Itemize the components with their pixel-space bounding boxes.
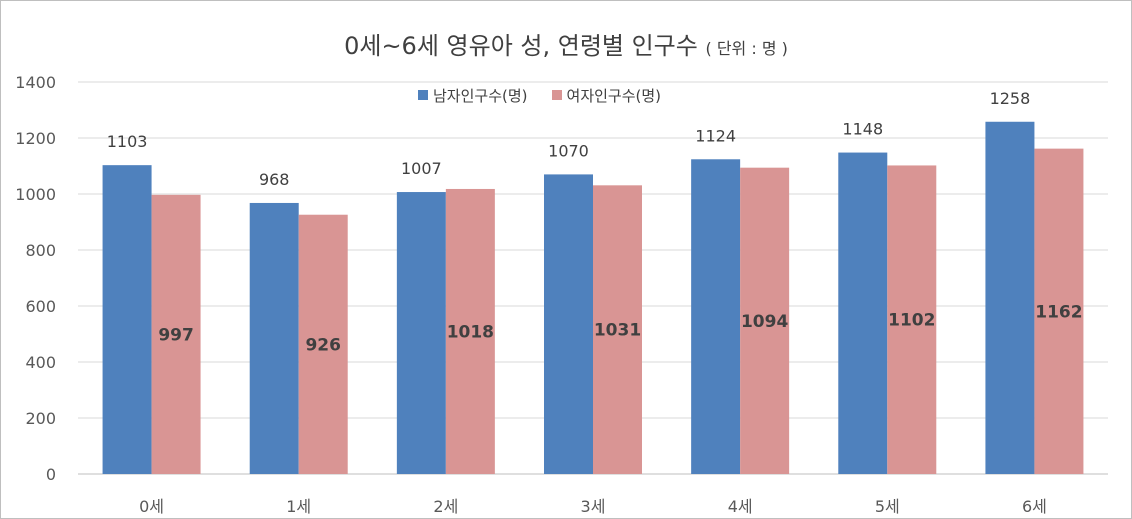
y-tick-label: 600 bbox=[25, 297, 56, 316]
bar-male-4 bbox=[691, 159, 741, 474]
bar-male-2 bbox=[396, 192, 446, 475]
data-label-female: 1031 bbox=[594, 321, 641, 341]
chart-legend: 남자인구수(명) 여자인구수(명) bbox=[418, 84, 685, 106]
data-label-female: 1102 bbox=[888, 311, 935, 331]
y-tick-label: 800 bbox=[25, 241, 56, 260]
x-tick-label: 2세 bbox=[433, 497, 458, 516]
y-tick-label: 0 bbox=[46, 465, 56, 484]
data-label-female: 926 bbox=[305, 335, 341, 355]
bar-male-6 bbox=[985, 121, 1035, 474]
x-tick-label: 4세 bbox=[728, 497, 753, 516]
x-tick-label: 5세 bbox=[875, 497, 900, 516]
data-label-male: 1070 bbox=[548, 141, 589, 160]
y-tick-label: 1000 bbox=[15, 185, 56, 204]
bar-male-0 bbox=[102, 165, 152, 474]
chart-title-text: 0세~6세 영유아 성, 연령별 인구수 bbox=[344, 32, 698, 60]
y-tick-label: 200 bbox=[25, 409, 56, 428]
bar-female-2 bbox=[445, 188, 495, 474]
x-tick-label: 0세 bbox=[139, 497, 164, 516]
data-label-female: 1018 bbox=[447, 322, 494, 342]
data-label-female: 1162 bbox=[1035, 302, 1082, 322]
data-label-female: 1094 bbox=[741, 312, 788, 332]
legend-label-female: 여자인구수(명) bbox=[566, 86, 662, 105]
data-label-male: 1148 bbox=[842, 120, 883, 139]
bar-male-3 bbox=[544, 174, 593, 474]
y-tick-label: 1400 bbox=[15, 73, 56, 92]
x-tick-label: 3세 bbox=[581, 497, 606, 516]
bar-female-4 bbox=[740, 167, 790, 474]
bar-male-5 bbox=[838, 152, 888, 474]
data-label-male: 1007 bbox=[401, 159, 442, 178]
data-label-male: 1124 bbox=[695, 126, 736, 145]
data-label-male: 1258 bbox=[990, 89, 1031, 108]
bar-male-1 bbox=[249, 202, 299, 474]
data-label-male: 968 bbox=[259, 170, 290, 189]
data-label-female: 997 bbox=[158, 325, 194, 345]
legend-item-female: 여자인구수(명) bbox=[551, 85, 662, 106]
y-tick-label: 400 bbox=[25, 353, 56, 372]
legend-label-male: 남자인구수(명) bbox=[433, 86, 528, 105]
legend-swatch-male bbox=[418, 90, 428, 100]
chart-title-unit: ( 단위 : 명 ) bbox=[705, 39, 788, 58]
x-tick-label: 1세 bbox=[286, 497, 311, 516]
bar-female-6 bbox=[1034, 148, 1084, 474]
bar-female-5 bbox=[887, 165, 937, 474]
legend-item-male: 남자인구수(명) bbox=[418, 85, 528, 106]
x-tick-label: 6세 bbox=[1022, 497, 1047, 516]
legend-swatch-female bbox=[551, 90, 562, 100]
y-tick-label: 1200 bbox=[15, 129, 56, 148]
bar-female-1 bbox=[298, 214, 348, 474]
data-label-male: 1103 bbox=[107, 132, 148, 151]
chart-title: 0세~6세 영유아 성, 연령별 인구수 ( 단위 : 명 ) bbox=[0, 30, 1132, 65]
bar-female-0 bbox=[151, 194, 201, 474]
bar-female-3 bbox=[593, 185, 642, 474]
